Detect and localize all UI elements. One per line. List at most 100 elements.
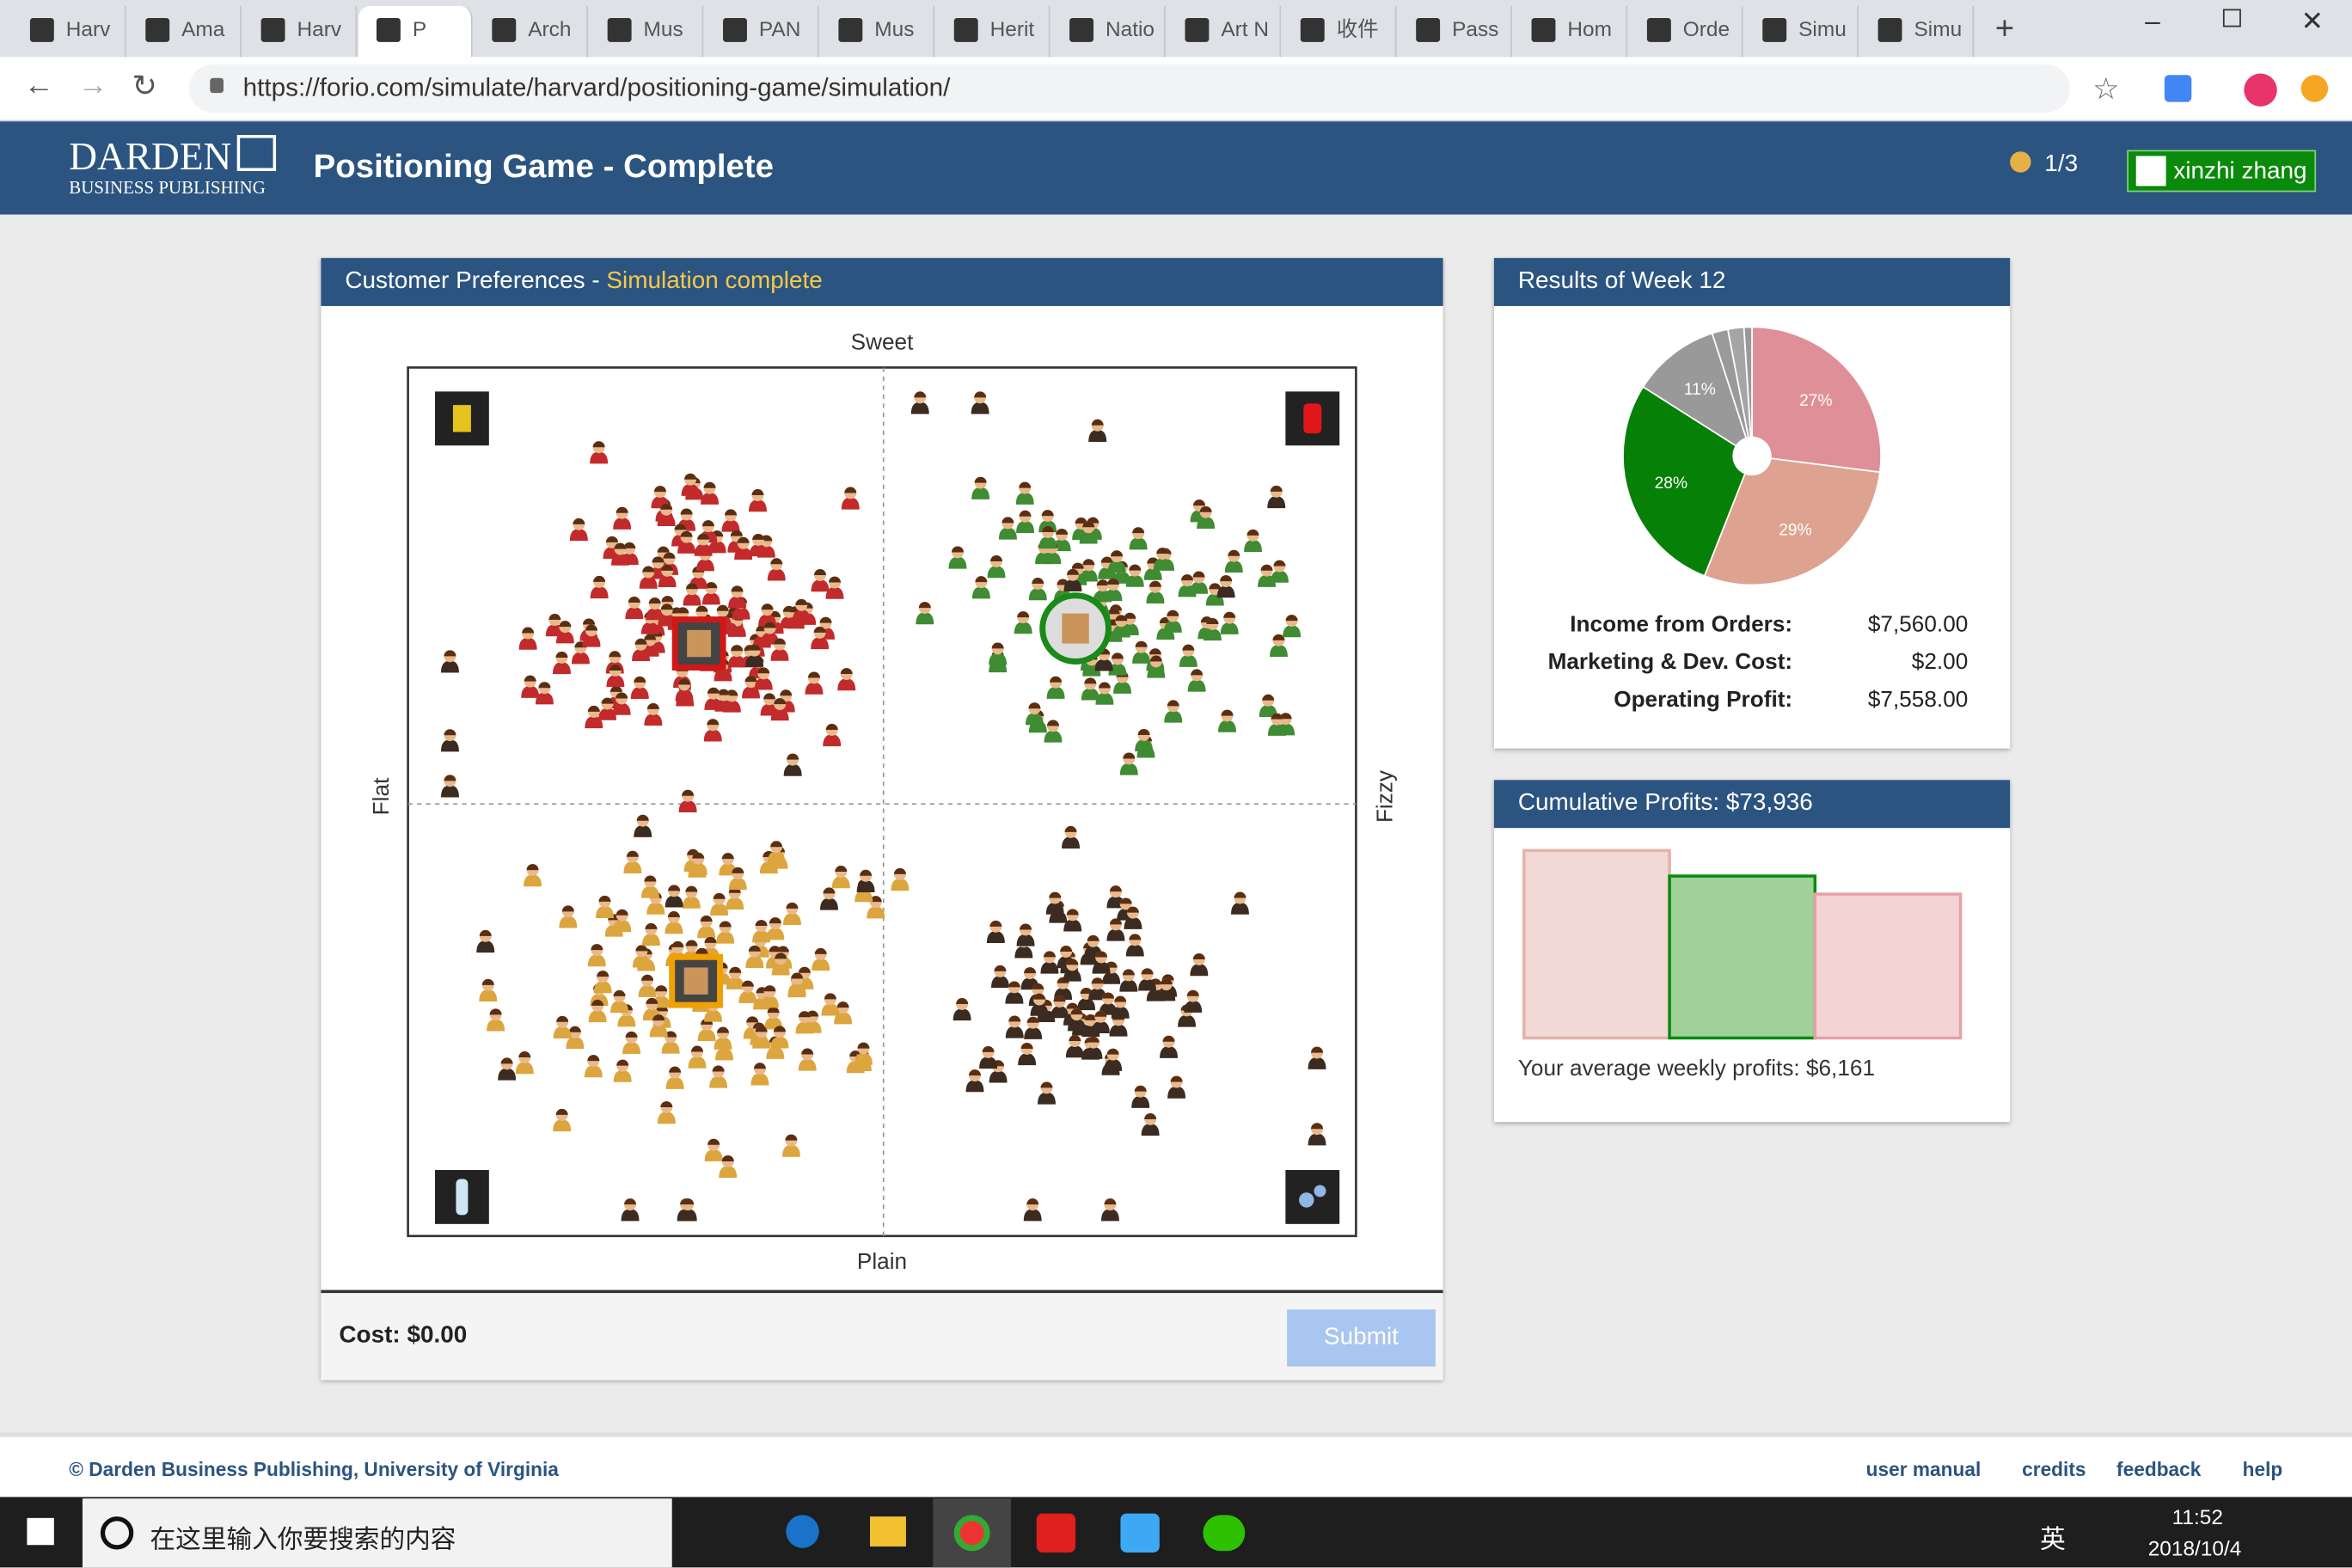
app-youdao[interactable] [1036,1513,1076,1553]
customer-body [1102,971,1121,984]
tab[interactable]: Herit [936,5,1050,58]
customer-body [781,1144,800,1157]
search-box[interactable] [82,1498,672,1568]
tab[interactable]: Art N [1167,5,1282,58]
tab[interactable]: Natio [1051,5,1166,58]
customer-body [1014,946,1033,959]
customer-hair [616,506,628,513]
customer-hair [561,905,574,912]
customer-hair [444,729,456,736]
customer-body [1218,720,1236,732]
forward[interactable]: → [77,69,108,102]
footer-link[interactable]: help [2242,1458,2283,1481]
tab[interactable]: Ama [127,5,242,58]
tab[interactable]: Simu [1744,5,1859,58]
tab[interactable]: P [358,5,473,58]
customer-hair [1026,1016,1039,1023]
minimize[interactable]: – [2145,5,2160,36]
tab[interactable]: Mus [820,5,935,58]
profile[interactable] [2244,73,2277,107]
customer-body [621,1209,640,1222]
customer-hair [775,952,787,959]
customer-hair [994,965,1007,971]
customer-body [518,637,537,650]
customer-body [1184,1000,1203,1013]
customer-body [1016,934,1035,946]
footer-link[interactable]: feedback [2116,1458,2202,1481]
cost: Cost: $0.00 [339,1323,468,1349]
start[interactable] [27,1517,54,1546]
back[interactable]: ← [23,69,54,102]
customer-hair [652,1014,665,1021]
translate-ext[interactable] [2164,75,2192,102]
tab-icon [1069,17,1094,42]
customer-hair [731,585,744,592]
tab[interactable]: Simu [1860,5,1975,58]
restore[interactable] [2222,9,2241,28]
customer-hair [642,566,655,573]
tab[interactable]: Orde [1629,5,1743,58]
footer-link[interactable]: credits [2022,1458,2086,1481]
omnibox[interactable] [188,64,2070,113]
customer-hair [657,546,670,553]
footer-link[interactable]: user manual [1865,1458,1981,1481]
tab[interactable]: PAN [705,5,819,58]
customer-hair [479,929,492,936]
customer-body [1005,991,1024,1004]
customer-hair [697,533,710,540]
new-tab[interactable]: + [1994,9,2015,47]
reload[interactable]: ↻ [132,70,157,104]
customer-hair [645,922,658,929]
customer-hair [605,536,618,542]
customer-body [792,609,811,622]
lock-icon [210,77,224,94]
app-explorer[interactable] [870,1516,906,1547]
customer-hair [1066,909,1079,916]
submit-button[interactable]: Submit [1287,1309,1436,1367]
customer-hair [814,947,827,954]
customer-body [1125,574,1144,587]
customer-hair [614,542,627,549]
customer-hair [444,650,456,657]
customer-hair [717,1026,729,1033]
tab[interactable]: Harv [12,5,126,58]
customer-hair [1082,559,1095,566]
customer-body [812,959,830,971]
customer-body [1163,620,1182,633]
star[interactable]: ☆ [2092,73,2120,107]
customer-hair [660,1101,673,1108]
customer-hair [1094,1010,1107,1017]
app-mail[interactable] [1120,1513,1160,1553]
customer-hair [725,509,737,516]
tab[interactable]: Mus [590,5,704,58]
app-wechat[interactable] [1203,1515,1246,1552]
customer-hair [481,978,494,985]
extension[interactable] [2300,75,2329,102]
customer-hair [752,533,765,540]
customer-hair [1199,505,1212,512]
customer-body [998,527,1017,540]
tab[interactable]: 收件 [1283,5,1397,58]
customer-body [1014,622,1032,634]
customer-hair [1122,969,1135,976]
customer-hair [1001,517,1014,524]
customer-body [811,637,830,650]
tab[interactable]: Hom [1514,5,1628,58]
customer-hair [707,687,720,694]
close[interactable]: ✕ [2300,5,2324,36]
customer-hair [587,1055,600,1062]
customer-body [640,622,659,634]
customer-hair [763,693,776,700]
customer-body [644,714,663,726]
customer-hair [677,607,689,614]
ime[interactable]: 英 [2040,1525,2066,1554]
tab[interactable]: Pass [1398,5,1512,58]
customer-body [1203,628,1222,641]
customer-body [524,874,542,887]
tab[interactable]: Arch [474,5,589,58]
customer-body [571,652,590,665]
app-edge[interactable] [786,1515,819,1548]
customer-hair [678,678,691,685]
tab[interactable]: Harv [243,5,358,58]
